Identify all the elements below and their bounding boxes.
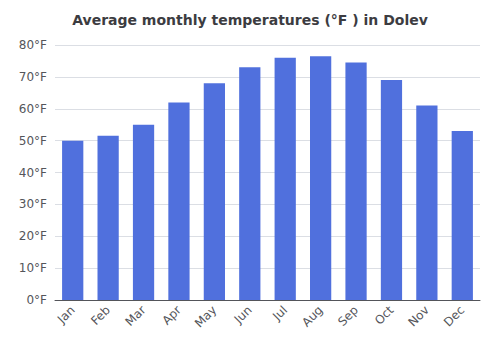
svg-text:Aug: Aug — [299, 303, 325, 329]
svg-text:Feb: Feb — [88, 303, 113, 328]
svg-text:Mar: Mar — [123, 303, 149, 329]
svg-text:Average monthly temperatures (: Average monthly temperatures (°F ) in Do… — [72, 12, 428, 28]
svg-text:70°F: 70°F — [19, 70, 47, 84]
svg-text:Apr: Apr — [159, 303, 184, 328]
svg-text:60°F: 60°F — [19, 102, 47, 116]
svg-text:0°F: 0°F — [26, 293, 47, 307]
svg-text:50°F: 50°F — [19, 134, 47, 148]
svg-text:Sep: Sep — [335, 303, 361, 329]
svg-text:30°F: 30°F — [19, 197, 47, 211]
svg-text:40°F: 40°F — [19, 166, 47, 180]
svg-text:Nov: Nov — [405, 303, 431, 329]
svg-text:80°F: 80°F — [19, 38, 47, 52]
svg-text:20°F: 20°F — [19, 229, 47, 243]
svg-text:Dec: Dec — [441, 303, 467, 329]
svg-text:Jun: Jun — [231, 303, 255, 327]
svg-text:Oct: Oct — [372, 303, 397, 328]
svg-text:10°F: 10°F — [19, 261, 47, 275]
svg-text:Jan: Jan — [54, 303, 78, 327]
svg-text:Jul: Jul — [269, 303, 290, 324]
svg-text:May: May — [192, 303, 219, 330]
